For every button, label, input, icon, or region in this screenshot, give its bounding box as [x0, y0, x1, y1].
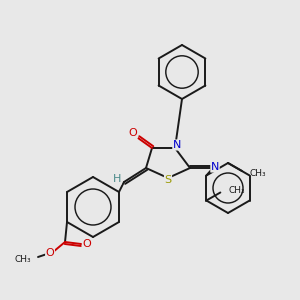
Text: CH₃: CH₃	[228, 186, 245, 195]
Text: O: O	[82, 239, 91, 249]
Text: O: O	[129, 128, 137, 138]
Text: N: N	[173, 140, 181, 150]
Text: CH₃: CH₃	[14, 254, 31, 263]
Text: H: H	[113, 174, 121, 184]
Text: O: O	[46, 248, 54, 258]
Text: CH₃: CH₃	[250, 169, 267, 178]
Text: S: S	[164, 175, 172, 185]
Text: N: N	[211, 162, 219, 172]
